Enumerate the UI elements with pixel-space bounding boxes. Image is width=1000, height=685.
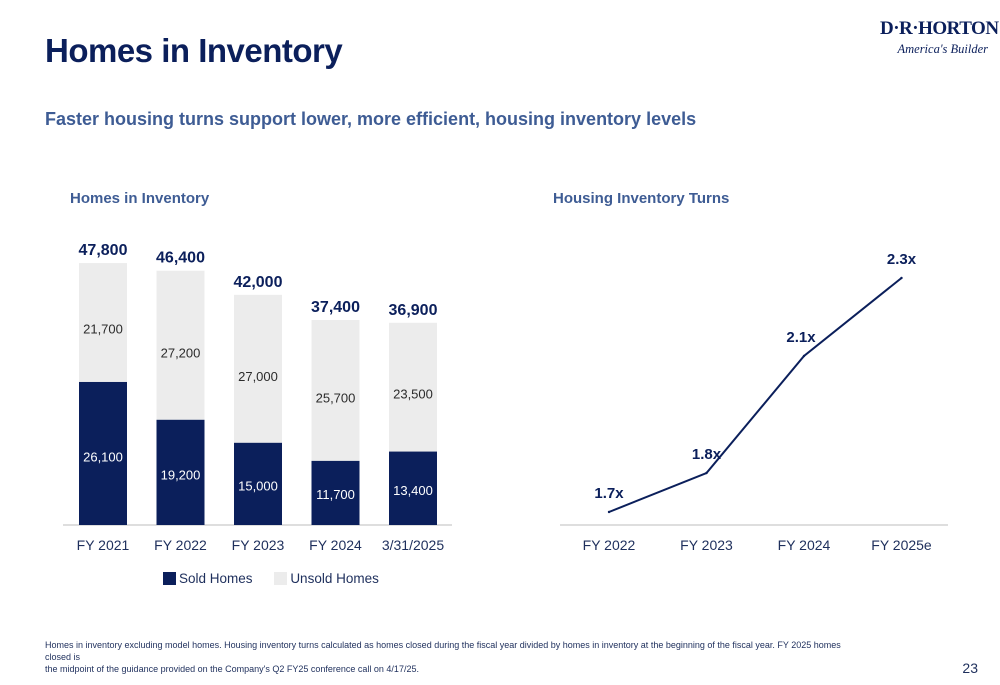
- bar-label-unsold: 27,000: [238, 369, 278, 384]
- bar-chart-legend: Sold Homes Unsold Homes: [163, 571, 397, 588]
- footnote-line-2: the midpoint of the guidance provided on…: [45, 664, 419, 674]
- bar-chart-title: Homes in Inventory: [70, 190, 210, 207]
- bar-unsold: [234, 294, 282, 443]
- bar-unsold: [389, 322, 437, 452]
- bar-label-sold: 13,400: [393, 483, 433, 498]
- turns-data-label: 1.7x: [594, 485, 624, 502]
- company-logo: D·R·HORTON America's Builder: [880, 18, 999, 62]
- legend-label-unsold: Unsold Homes: [290, 571, 379, 586]
- bar-total-label: 46,400: [156, 250, 205, 267]
- line-x-tick-label: FY 2025e: [871, 537, 932, 553]
- bar-total-label: 37,400: [311, 299, 360, 316]
- page-subtitle: Faster housing turns support lower, more…: [45, 109, 697, 129]
- footnote: Homes in inventory excluding model homes…: [45, 639, 845, 675]
- turns-data-label: 1.8x: [692, 446, 722, 463]
- bar-sold: [234, 442, 282, 525]
- line-x-tick-label: FY 2024: [778, 537, 831, 553]
- bar-label-unsold: 25,700: [316, 391, 356, 406]
- bar-sold: [156, 419, 205, 525]
- bar-label-sold: 11,700: [316, 487, 355, 502]
- bar-unsold: [156, 270, 205, 420]
- legend-swatch-unsold: [274, 572, 288, 585]
- bar-label-unsold: 21,700: [83, 321, 123, 336]
- bar-total-label: 42,000: [234, 274, 283, 291]
- bar-unsold: [311, 320, 360, 461]
- turns-series-line: [608, 277, 903, 513]
- line-x-tick-label: FY 2022: [583, 537, 636, 553]
- bar-sold: [311, 460, 360, 525]
- turns-data-point: [900, 276, 903, 280]
- bar-x-tick-label: FY 2021: [77, 537, 130, 553]
- turns-data-label: 2.1x: [786, 329, 816, 346]
- bar-x-tick-label: FY 2024: [309, 537, 362, 553]
- legend-label-sold: Sold Homes: [179, 571, 253, 586]
- page-number: 23: [962, 660, 978, 676]
- turns-data-point: [705, 471, 708, 475]
- line-x-tick-label: FY 2023: [680, 537, 733, 553]
- footnote-line-1: Homes in inventory excluding model homes…: [45, 640, 841, 662]
- logo-brand: D·R·HORTON: [880, 18, 999, 39]
- bar-unsold: [79, 263, 127, 382]
- legend-swatch-sold: [163, 572, 176, 585]
- bar-sold: [79, 381, 127, 525]
- bar-label-sold: 15,000: [238, 479, 278, 494]
- turns-data-point: [802, 354, 806, 358]
- bar-x-tick-label: FY 2023: [232, 537, 285, 553]
- bar-total-label: 47,800: [79, 242, 128, 259]
- legend-item-sold: Sold Homes: [163, 571, 253, 586]
- bar-label-sold: 26,100: [83, 449, 123, 464]
- page-title: Homes in Inventory: [45, 32, 343, 69]
- bar-total-label: 36,900: [389, 302, 438, 319]
- turns-data-point: [607, 510, 611, 514]
- logo-tagline: America's Builder: [897, 42, 988, 56]
- bar-label-sold: 19,200: [161, 467, 201, 482]
- bar-label-unsold: 27,200: [161, 346, 201, 361]
- turns-data-label: 2.3x: [887, 251, 917, 268]
- bar-label-unsold: 23,500: [393, 387, 433, 402]
- bar-sold: [389, 451, 437, 525]
- line-chart-title: Housing Inventory Turns: [553, 190, 730, 207]
- bar-x-tick-label: FY 2022: [154, 537, 207, 553]
- legend-item-unsold: Unsold Homes: [274, 571, 379, 586]
- bar-x-tick-label: 3/31/2025: [382, 537, 444, 553]
